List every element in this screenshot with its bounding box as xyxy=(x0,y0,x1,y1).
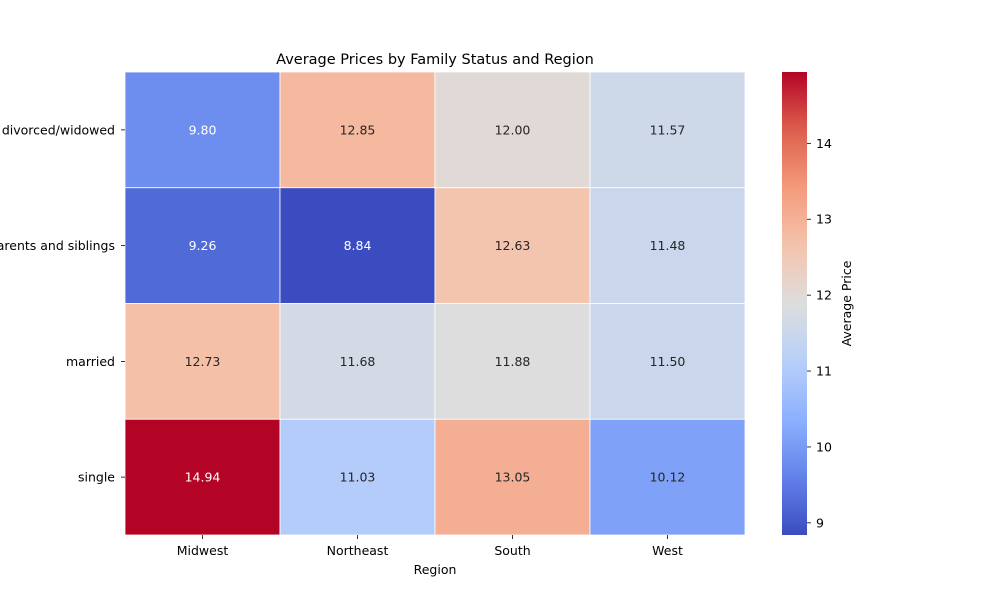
colorbar-tick-label: 11 xyxy=(816,364,832,379)
colorbar-label: Average Price xyxy=(839,260,854,346)
chart-title: Average Prices by Family Status and Regi… xyxy=(276,52,594,68)
colorbar-tick-label: 10 xyxy=(816,439,832,454)
x-axis-label: Region xyxy=(414,562,457,577)
y-axis: divorced/widowed parents and siblings marr… xyxy=(0,122,125,485)
heatmap-cell xyxy=(124,71,281,189)
heatmap-cell xyxy=(434,71,591,189)
heatmap-cell xyxy=(434,187,591,304)
x-tick-label: Midwest xyxy=(177,543,229,558)
colorbar-tick-label: 13 xyxy=(816,212,832,227)
heatmap-cell xyxy=(589,71,746,189)
cell-value-label: 11.03 xyxy=(340,470,376,485)
cell-value-label: 12.63 xyxy=(495,238,531,253)
heatmap-cell xyxy=(434,418,591,536)
cell-value-label: 12.73 xyxy=(185,354,221,369)
x-axis: Midwest Northeast South West xyxy=(177,535,683,558)
colorbar-gradient xyxy=(782,72,807,535)
cell-value-label: 11.50 xyxy=(650,354,686,369)
colorbar-tick-label: 12 xyxy=(816,288,832,303)
y-tick-label: single xyxy=(78,470,115,485)
cell-value-label: 11.57 xyxy=(650,122,686,137)
heatmap-cell xyxy=(279,303,436,420)
heatmap-cell xyxy=(589,418,746,536)
heatmap-cells xyxy=(124,71,746,536)
cell-value-label: 14.94 xyxy=(185,470,221,485)
cell-value-label: 12.00 xyxy=(495,122,531,137)
heatmap-cell xyxy=(124,187,281,304)
cell-value-label: 8.84 xyxy=(344,238,372,253)
cell-value-label: 9.26 xyxy=(189,238,217,253)
colorbar-tick-label: 14 xyxy=(816,136,832,151)
colorbar: 9 10 11 12 13 14 Average Price xyxy=(782,72,854,535)
cell-value-label: 10.12 xyxy=(650,470,686,485)
colorbar-tick-label: 9 xyxy=(816,515,824,530)
cell-value-label: 9.80 xyxy=(189,122,217,137)
heatmap-cell-labels: 9.80 12.85 12.00 11.57 9.26 8.84 12.63 11.48 12.… xyxy=(185,122,686,484)
heatmap-cell xyxy=(279,418,436,536)
x-tick-label: Northeast xyxy=(327,543,389,558)
y-tick-label: divorced/widowed xyxy=(2,122,115,137)
heatmap-cell xyxy=(279,187,436,304)
cell-value-label: 13.05 xyxy=(495,470,531,485)
x-tick-label: West xyxy=(652,543,683,558)
y-tick-label: married xyxy=(66,354,115,369)
heatmap-cell xyxy=(589,303,746,420)
heatmap-cell xyxy=(279,71,436,189)
x-tick-label: South xyxy=(494,543,530,558)
cell-value-label: 11.68 xyxy=(340,354,376,369)
cell-value-label: 11.88 xyxy=(495,354,531,369)
heatmap-cell xyxy=(589,187,746,304)
cell-value-label: 11.48 xyxy=(650,238,686,253)
heatmap-cell xyxy=(124,418,281,536)
cell-value-label: 12.85 xyxy=(340,122,376,137)
y-tick-label: parents and siblings xyxy=(0,238,115,253)
